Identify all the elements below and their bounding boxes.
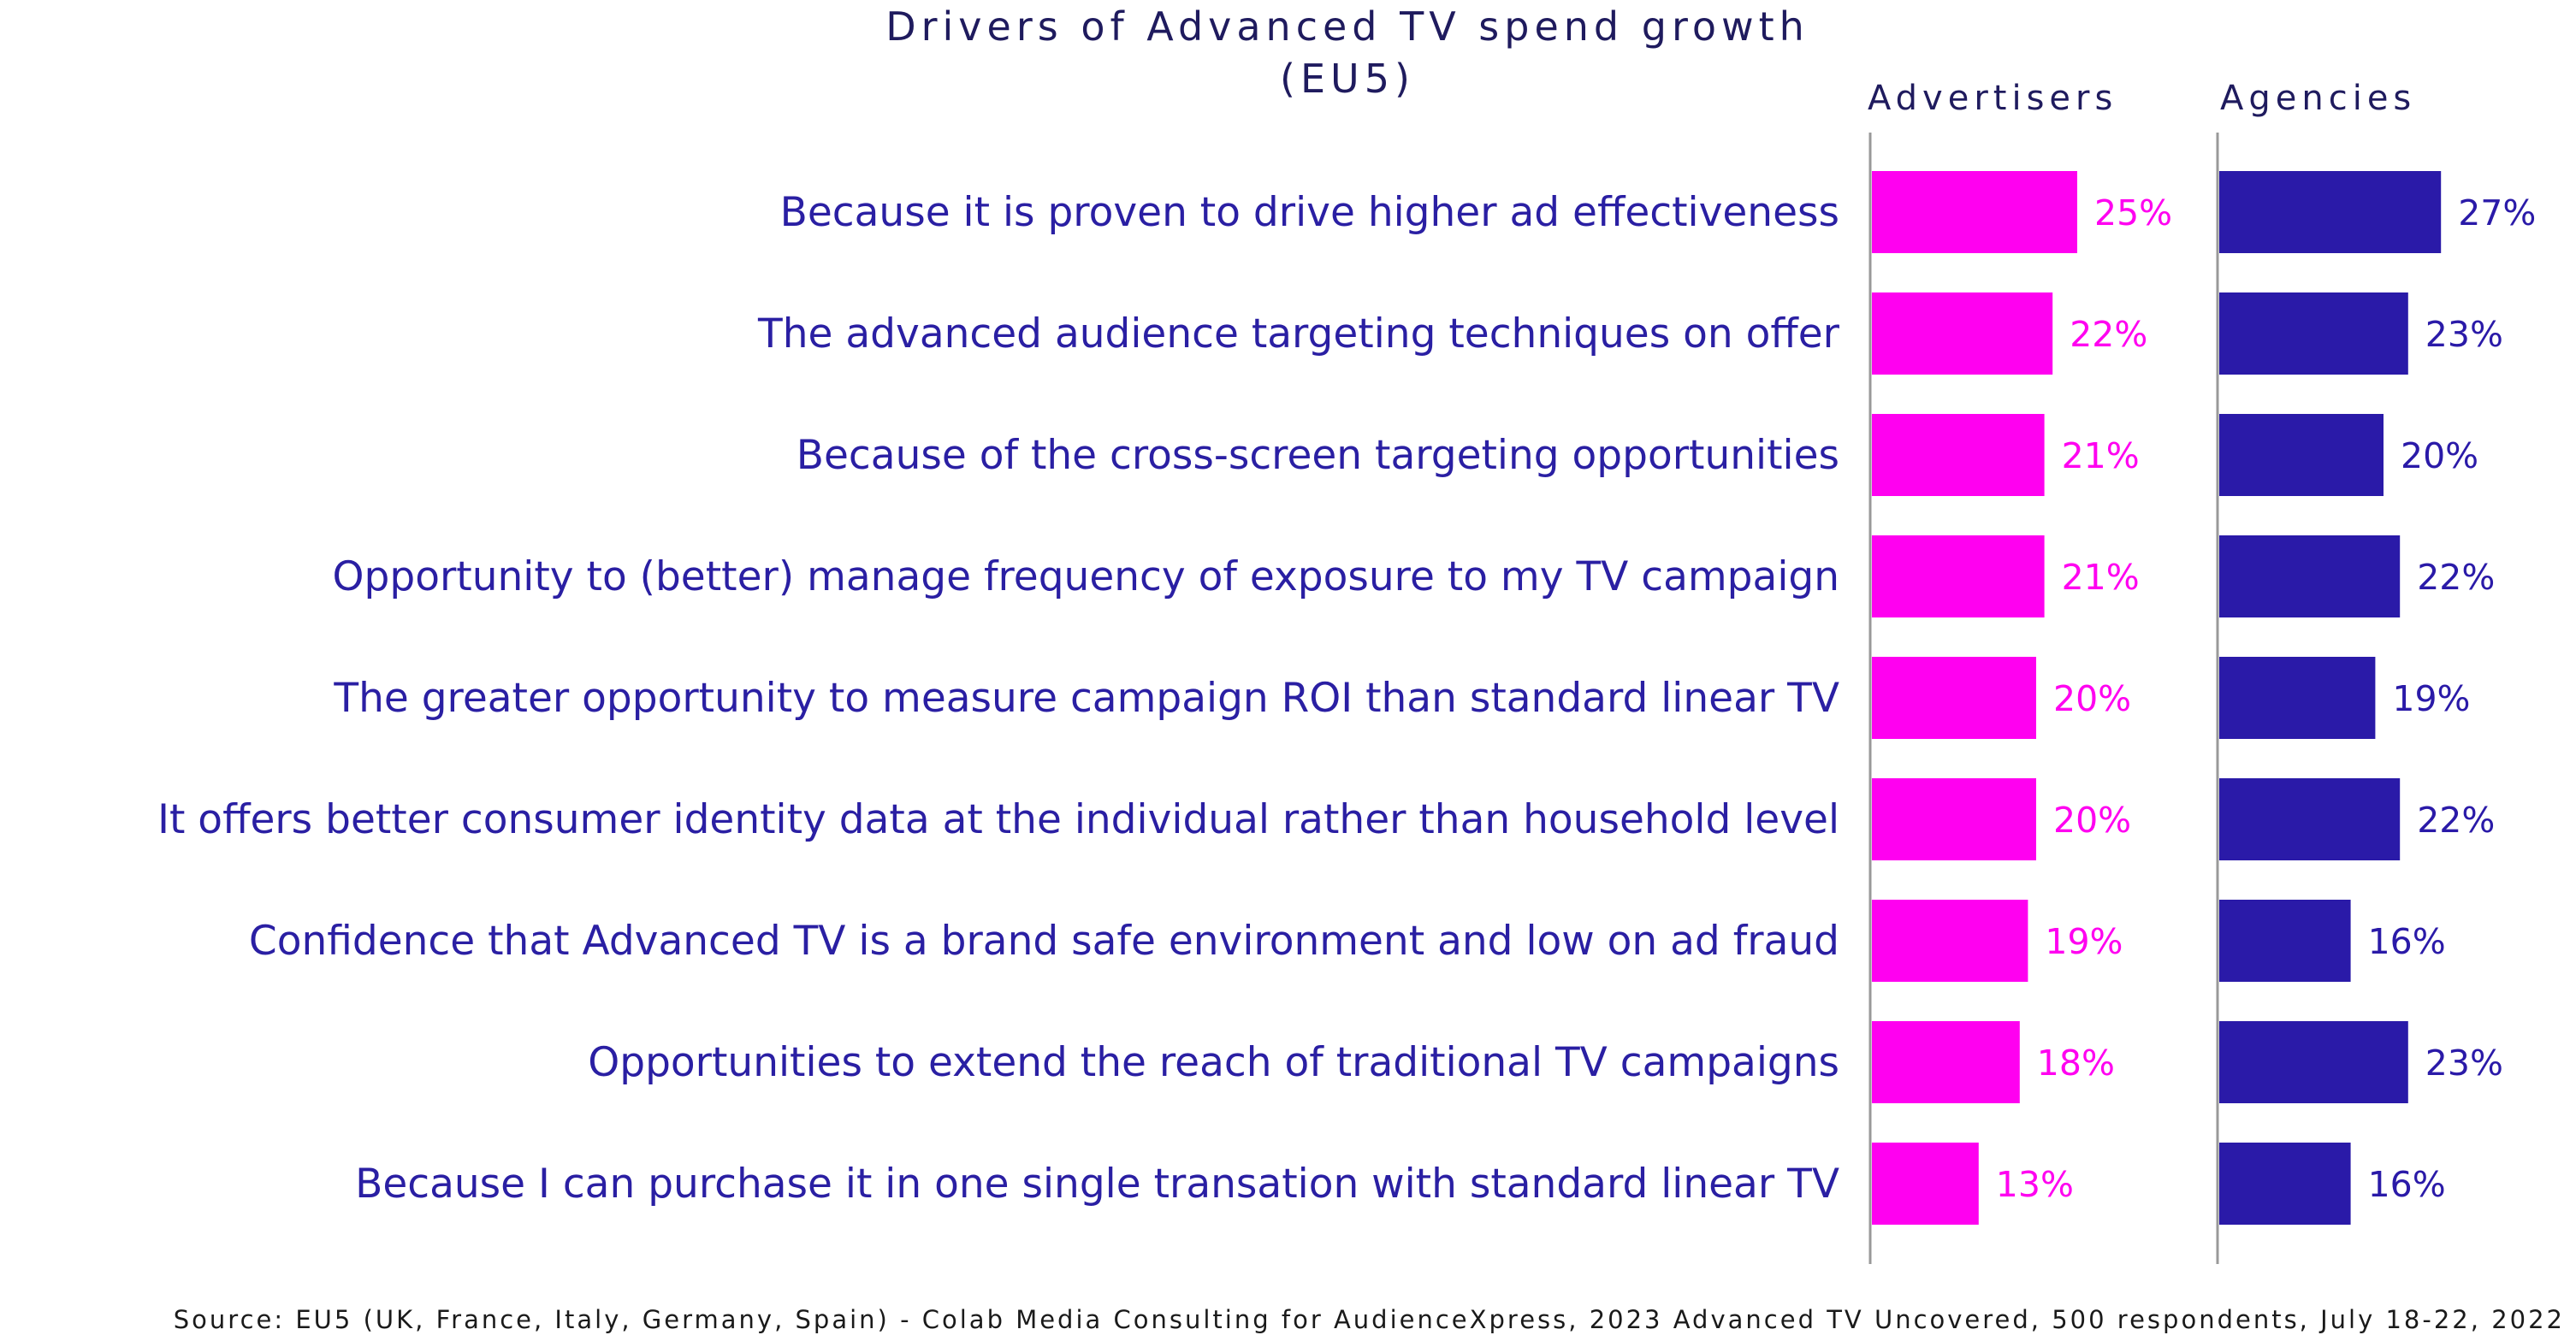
data-label: 19%	[2045, 921, 2123, 962]
data-label: 20%	[2053, 678, 2131, 719]
column-header-agencies: Agencies	[2220, 79, 2416, 118]
source-note: Source: EU5 (UK, France, Italy, Germany,…	[174, 1305, 2565, 1334]
chart-title: Drivers of Advanced TV spend growth	[885, 3, 1809, 50]
bar-advertisers	[1872, 900, 2028, 982]
data-label: 22%	[2417, 557, 2495, 598]
category-label: The advanced audience targeting techniqu…	[757, 310, 1840, 357]
agencies-bars: 27% 23% 20% 22% 19% 22% 16% 23% 16%	[2219, 171, 2536, 1225]
bar-agencies	[2219, 414, 2384, 496]
category-label: Because it is proven to drive higher ad …	[780, 189, 1839, 236]
data-label: 23%	[2425, 1043, 2503, 1084]
data-label: 23%	[2425, 314, 2503, 355]
category-label: Opportunity to (better) manage frequency…	[333, 553, 1839, 600]
data-label: 20%	[2401, 435, 2478, 476]
bar-agencies	[2219, 292, 2408, 375]
bar-advertisers	[1872, 535, 2045, 617]
data-label: 16%	[2368, 1164, 2446, 1205]
category-label: Confidence that Advanced TV is a brand s…	[249, 918, 1839, 965]
data-label: 21%	[2062, 435, 2140, 476]
data-label: 21%	[2062, 557, 2140, 598]
bar-agencies	[2219, 657, 2376, 739]
category-labels: Because it is proven to drive higher ad …	[157, 189, 1840, 1208]
data-label: 25%	[2094, 192, 2172, 233]
category-label: Because I can purchase it in one single …	[355, 1161, 1839, 1208]
bar-agencies	[2219, 171, 2442, 253]
bar-advertisers	[1872, 1021, 2020, 1103]
bar-agencies	[2219, 535, 2401, 617]
bar-agencies	[2219, 900, 2351, 982]
bar-advertisers	[1872, 292, 2053, 375]
data-label: 16%	[2368, 921, 2446, 962]
data-label: 22%	[2417, 800, 2495, 841]
data-label: 22%	[2070, 314, 2147, 355]
bar-advertisers	[1872, 778, 2036, 860]
bar-agencies	[2219, 1143, 2351, 1225]
bar-agencies	[2219, 778, 2401, 860]
column-header-advertisers: Advertisers	[1868, 79, 2117, 118]
bar-advertisers	[1872, 171, 2077, 253]
category-label: Opportunities to extend the reach of tra…	[588, 1039, 1839, 1086]
bar-advertisers	[1872, 657, 2036, 739]
bar-advertisers	[1872, 414, 2045, 496]
bar-agencies	[2219, 1021, 2408, 1103]
data-label: 19%	[2392, 678, 2470, 719]
category-label: The greater opportunity to measure campa…	[333, 675, 1839, 722]
data-label: 27%	[2458, 192, 2536, 233]
category-label: Because of the cross-screen targeting op…	[796, 432, 1839, 479]
data-label: 18%	[2037, 1043, 2115, 1084]
category-label: It offers better consumer identity data …	[157, 796, 1839, 843]
chart-subtitle: (EU5)	[1280, 56, 1415, 102]
advertisers-bars: 25% 22% 21% 21% 20% 20% 19% 18% 13%	[1872, 171, 2172, 1225]
data-label: 20%	[2053, 800, 2131, 841]
data-label: 13%	[1996, 1164, 2074, 1205]
bar-advertisers	[1872, 1143, 1979, 1225]
